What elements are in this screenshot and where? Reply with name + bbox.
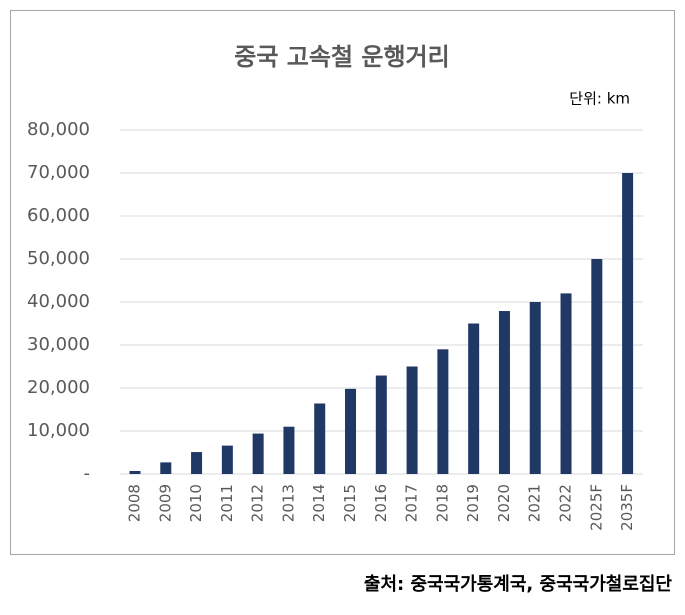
x-tick-label: 2008 xyxy=(125,484,143,522)
chart-frame xyxy=(10,10,675,555)
chart-title: 중국 고속철 운행거리 xyxy=(234,43,449,71)
bar xyxy=(622,173,634,474)
y-tick-label: 20,000 xyxy=(27,377,90,398)
y-tick-label: 40,000 xyxy=(27,291,90,312)
bar xyxy=(437,349,449,474)
bar xyxy=(314,403,326,474)
y-tick-label: 70,000 xyxy=(27,162,90,183)
x-tick-label: 2025F xyxy=(587,484,605,531)
x-tick-label: 2012 xyxy=(249,484,267,522)
bar xyxy=(283,426,295,474)
bar xyxy=(129,470,141,474)
x-tick-label: 2009 xyxy=(156,484,174,522)
bar xyxy=(498,311,510,474)
bar xyxy=(560,293,572,474)
x-tick-label: 2010 xyxy=(187,484,205,522)
y-tick-label: 80,000 xyxy=(27,119,90,140)
x-tick-label: 2035F xyxy=(618,484,636,531)
x-tick-label: 2014 xyxy=(310,484,328,522)
bar xyxy=(252,433,264,474)
bar xyxy=(529,302,541,474)
bar xyxy=(221,445,233,474)
y-tick-label: 50,000 xyxy=(27,248,90,269)
x-tick-label: 2021 xyxy=(526,484,544,522)
x-tick-label: 2017 xyxy=(403,484,421,522)
source-note: 출처: 중국국가통계국, 중국국가철로집단 xyxy=(364,574,673,595)
x-tick-label: 2018 xyxy=(433,484,451,522)
y-tick-label: 10,000 xyxy=(27,420,90,441)
x-tick-label: 2016 xyxy=(372,484,390,522)
y-tick-label: 60,000 xyxy=(27,205,90,226)
bar xyxy=(345,388,357,474)
y-tick-label: - xyxy=(84,463,91,484)
unit-label: 단위: km xyxy=(569,90,630,108)
bar xyxy=(591,259,603,474)
bar xyxy=(191,452,203,474)
bar xyxy=(160,462,172,474)
x-tick-label: 2022 xyxy=(557,484,575,522)
x-tick-label: 2013 xyxy=(279,484,297,522)
y-tick-label: 30,000 xyxy=(27,334,90,355)
bar xyxy=(375,375,387,474)
bar xyxy=(406,366,418,474)
x-tick-label: 2011 xyxy=(218,484,236,522)
x-tick-label: 2019 xyxy=(464,484,482,522)
bar xyxy=(468,323,480,474)
x-tick-label: 2020 xyxy=(495,484,513,522)
x-tick-label: 2015 xyxy=(341,484,359,522)
